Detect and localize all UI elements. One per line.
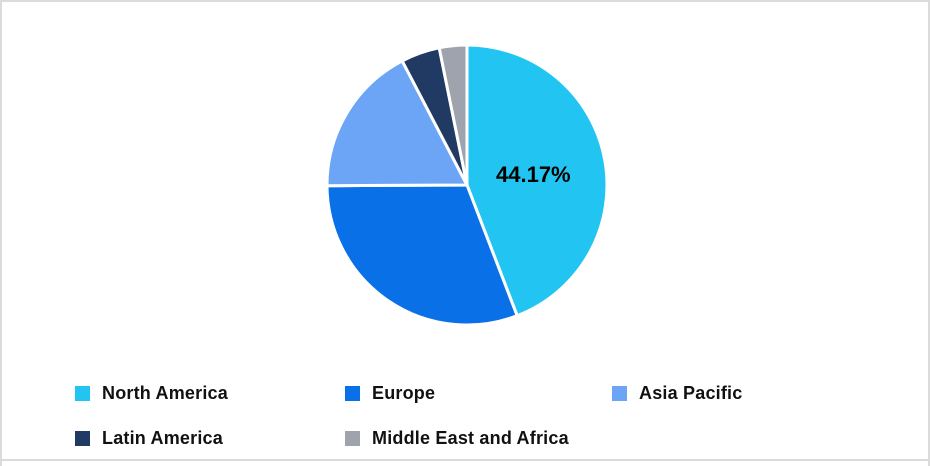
legend-swatch-asia-pacific xyxy=(612,385,627,401)
legend-label-latin-america: Latin America xyxy=(102,427,223,448)
legend-item-europe: Europe xyxy=(345,383,435,403)
pie-slice-asia-pacific xyxy=(325,59,469,188)
legend-item-latin-america: Latin America xyxy=(75,428,223,448)
legend-item-middle-east-and-africa: Middle East and Africa xyxy=(345,428,569,448)
legend-item-north-america: North America xyxy=(75,383,228,403)
pie-slice-middle-east-and-africa xyxy=(437,43,469,187)
pie-chart xyxy=(325,43,609,327)
legend-label-north-america: North America xyxy=(102,382,228,403)
legend-swatch-europe xyxy=(345,385,360,401)
legend-swatch-latin-america xyxy=(75,430,90,446)
legend-label-asia-pacific: Asia Pacific xyxy=(639,382,743,403)
pie-plot-area: 44.17% xyxy=(2,2,928,352)
legend-label-europe: Europe xyxy=(372,382,436,403)
legend-swatch-middle-east-and-africa xyxy=(345,430,360,446)
bottom-border-line xyxy=(2,459,928,461)
data-label-north-america: 44.17% xyxy=(496,162,571,187)
legend-swatch-north-america xyxy=(75,385,90,401)
legend-label-middle-east-and-africa: Middle East and Africa xyxy=(372,427,569,448)
pie-slice-europe xyxy=(325,183,519,327)
pie-slice-north-america xyxy=(465,43,609,318)
legend-item-asia-pacific: Asia Pacific xyxy=(612,383,742,403)
